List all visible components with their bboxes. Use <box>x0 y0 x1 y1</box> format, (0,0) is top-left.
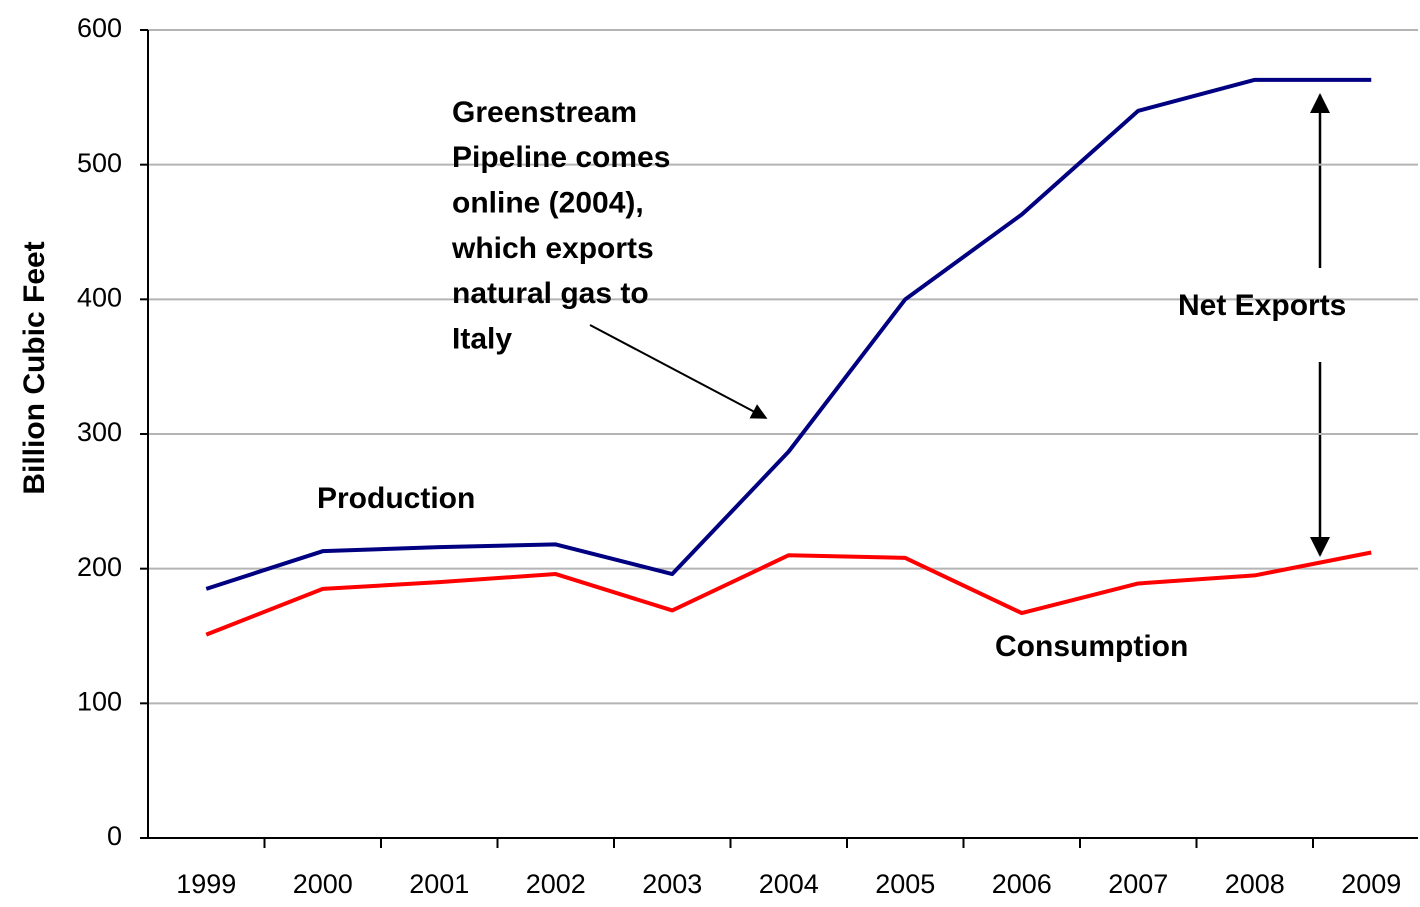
annotation: Greenstream <box>452 96 637 129</box>
x-tick-label: 1999 <box>176 869 236 899</box>
y-tick-label: 0 <box>107 821 122 851</box>
x-tick-label: 2002 <box>526 869 586 899</box>
x-tick-label: 2007 <box>1108 869 1168 899</box>
x-tick-label: 2006 <box>992 869 1052 899</box>
annotation: natural gas to <box>452 277 649 310</box>
series-line <box>205 550 1372 637</box>
series-line <box>205 77 1372 591</box>
annotation: Pipeline comes <box>452 141 670 174</box>
x-tick-label: 2003 <box>642 869 702 899</box>
annotation: online (2004), <box>452 187 644 220</box>
series-label: Consumption <box>995 630 1188 663</box>
y-tick-label: 300 <box>77 417 122 447</box>
annotation: Net Exports <box>1178 289 1346 322</box>
x-tick-label: 2000 <box>293 869 353 899</box>
y-tick-label: 600 <box>77 13 122 43</box>
y-tick-label: 200 <box>77 552 122 582</box>
y-tick-label: 500 <box>77 148 122 178</box>
x-tick-label: 2001 <box>409 869 469 899</box>
y-tick-label: 100 <box>77 686 122 716</box>
annotation: which exports <box>451 232 654 265</box>
y-axis-label: Billion Cubic Feet <box>18 241 51 494</box>
annotation: Italy <box>452 322 512 355</box>
annotation-arrow <box>589 324 768 419</box>
x-tick-label: 2008 <box>1225 869 1285 899</box>
series-label: Production <box>317 482 475 515</box>
x-tick-label: 2009 <box>1341 869 1401 899</box>
x-tick-label: 2005 <box>875 869 935 899</box>
y-tick-label: 400 <box>77 282 122 312</box>
x-tick-label: 2004 <box>759 869 819 899</box>
